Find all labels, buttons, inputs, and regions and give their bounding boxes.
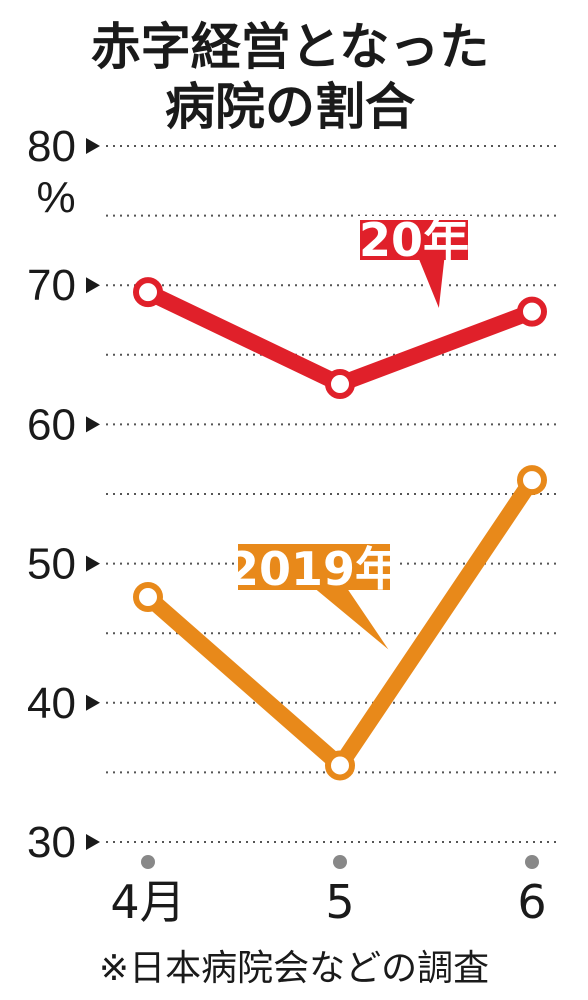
x-tick-dot [333,855,347,869]
series-point-0 [133,277,163,308]
series-label-2019: 2019年 [227,540,401,662]
series-label-20: 20年 [356,213,472,317]
y-tick-label: 50 [27,540,76,589]
chart-title-line-1: 赤字経営となった [91,18,490,76]
chart-title-line-2: 病院の割合 [165,78,415,136]
y-tick-label: 70 [27,261,76,310]
y-tick-label: 40 [27,679,76,728]
series-point-1 [325,750,355,781]
y-tick-arrow [86,277,100,294]
y-tick-label: 80 [27,122,76,171]
series-label-2019-box [234,540,400,662]
x-tick-label: 4月 [110,875,185,929]
series-label-2019-text: 2019年 [227,542,401,596]
x-tick-label: 6 [517,875,546,929]
source-note: ※日本病院会などの調査 [99,948,489,989]
series-label-20-box [356,216,472,317]
grid-lines [106,145,560,843]
series-point-0 [517,296,547,327]
series-layer [133,277,547,781]
series-line-1 [140,472,540,778]
series-label-20-text: 20年 [359,213,469,267]
x-tick-label: 5 [325,875,354,929]
y-tick-label: 60 [27,400,76,449]
x-tick-dot [141,855,155,869]
series-point-1 [133,582,163,613]
y-tick-arrow [86,555,100,572]
y-tick-arrow [86,694,100,711]
y-tick-label: 30 [27,818,76,867]
x-axis: 4月 5 6 [110,855,547,929]
y-tick-arrow [86,834,100,850]
series-point-1 [517,465,547,496]
x-tick-dot [525,855,539,869]
y-tick-arrow [86,416,100,433]
y-axis-unit: % [36,173,75,222]
y-axis: 80 70 60 50 40 30 [27,122,100,867]
series-point-0 [325,369,355,400]
y-tick-arrow [86,138,100,154]
